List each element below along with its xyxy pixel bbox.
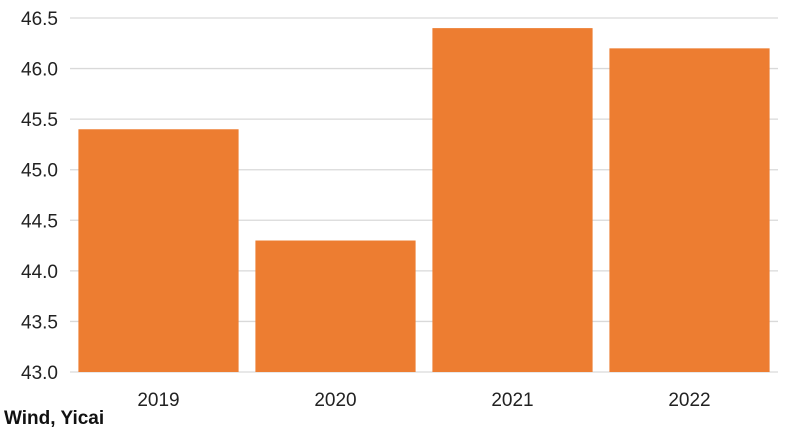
x-tick-label: 2022 <box>668 390 710 411</box>
y-tick-label: 44.5 <box>21 211 58 232</box>
y-tick-label: 46.0 <box>21 60 58 81</box>
y-tick-label: 45.0 <box>21 161 58 182</box>
y-tick-label: 43.0 <box>21 363 58 384</box>
source-note: Wind, Yicai <box>4 408 105 429</box>
x-axis-tick-labels: 2019 2020 2021 2022 <box>137 390 710 411</box>
y-tick-label: 45.5 <box>21 110 58 131</box>
bar-2021 <box>432 28 593 372</box>
x-tick-label: 2020 <box>314 390 356 411</box>
x-tick-label: 2021 <box>491 390 533 411</box>
y-tick-label: 43.5 <box>21 312 58 333</box>
bar-2019 <box>78 129 239 372</box>
x-tick-label: 2019 <box>137 390 179 411</box>
y-tick-label: 46.5 <box>21 9 58 30</box>
bars <box>78 28 770 372</box>
bar-2022 <box>609 48 770 372</box>
y-axis-tick-labels: 43.0 43.5 44.0 44.5 45.0 45.5 46.0 46.5 <box>21 9 58 384</box>
bar-2020 <box>255 240 416 372</box>
y-tick-label: 44.0 <box>21 262 58 283</box>
